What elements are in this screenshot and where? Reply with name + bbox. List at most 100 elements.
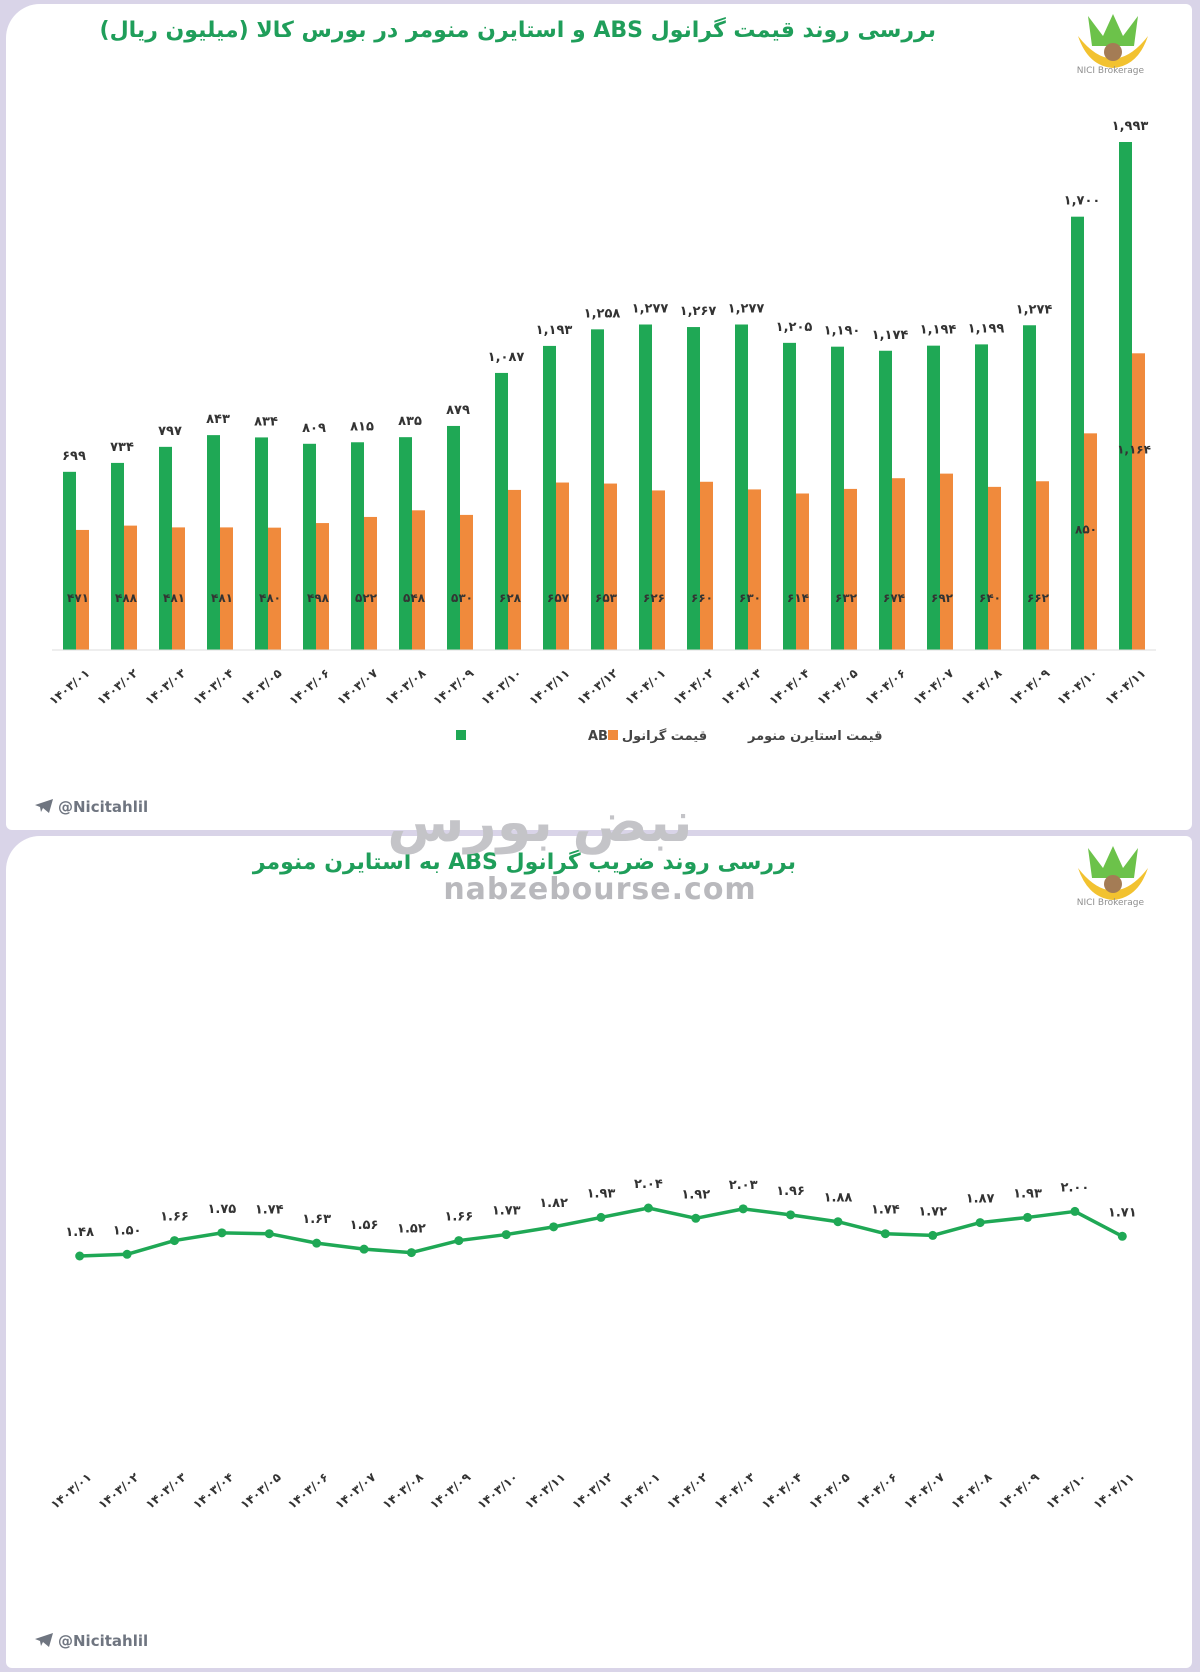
abs-value-label: ۱,۲۷۴ — [1016, 302, 1053, 317]
x-tick-label: ۱۴۰۴/۰۹ — [1006, 666, 1053, 708]
abs-bar — [63, 471, 76, 650]
x-tick-label: ۱۴۰۴/۰۵ — [814, 666, 860, 708]
styrene-value-label: ۴۸۱ — [211, 591, 233, 605]
x-tick-label: ۱۴۰۳/۰۶ — [285, 1470, 331, 1512]
abs-value-label: ۱,۱۷۴ — [872, 328, 909, 343]
legend-styrene-label: قیمت استایرن منومر — [747, 729, 882, 744]
styrene-value-label: ۴۹۸ — [307, 591, 330, 605]
abs-bar — [159, 446, 172, 650]
abs-value-label: ۸۳۵ — [398, 414, 422, 429]
logo-sub-text-bottom: NICI Brokerage — [1076, 898, 1144, 908]
styrene-bar — [1036, 481, 1049, 650]
x-tick-label: ۱۴۰۳/۰۵ — [238, 1470, 284, 1512]
abs-bar — [687, 327, 700, 650]
x-tick-label: ۱۴۰۴/۰۷ — [910, 666, 957, 708]
ratio-point — [1070, 1206, 1080, 1216]
x-tick-label: ۱۴۰۴/۰۲ — [670, 666, 717, 708]
styrene-value-label: ۵۲۲ — [355, 591, 378, 605]
ratio-value-label: ۱.۷۳ — [492, 1204, 521, 1219]
styrene-value-label: ۶۶۲ — [1027, 591, 1050, 605]
abs-bar — [1023, 325, 1036, 650]
styrene-value-label: ۶۴۰ — [979, 591, 1001, 605]
abs-bar — [639, 324, 652, 650]
ratio-value-label: ۱.۴۸ — [65, 1225, 94, 1240]
ratio-value-label: ۱.۹۲ — [681, 1187, 710, 1202]
brokerage-logo-bottom: NICI Brokerage — [958, 838, 1158, 918]
x-tick-label: ۱۴۰۴/۰۴ — [759, 1470, 805, 1512]
telegram-handle-top[interactable]: @Nicitahlil — [34, 798, 148, 816]
ratio-point — [312, 1238, 322, 1248]
ratio-point — [691, 1213, 701, 1223]
ratio-point — [454, 1236, 464, 1246]
abs-value-label: ۱,۰۸۷ — [488, 350, 525, 365]
abs-value-label: ۶۹۹ — [62, 449, 86, 464]
abs-value-label: ۸۰۹ — [302, 421, 326, 436]
abs-value-label: ۱,۹۹۳ — [1112, 119, 1149, 134]
x-tick-label: ۱۴۰۳/۰۵ — [238, 666, 284, 708]
styrene-value-label: ۶۶۰ — [691, 591, 713, 605]
x-tick-label: ۱۴۰۴/۱۰ — [1054, 666, 1100, 708]
abs-bar — [1071, 216, 1084, 650]
x-tick-label: ۱۴۰۳/۰۲ — [94, 666, 141, 708]
ratio-value-label: ۱.۷۵ — [207, 1202, 236, 1217]
x-tick-label: ۱۴۰۳/۰۴ — [190, 666, 236, 708]
styrene-value-label: ۵۳۰ — [451, 591, 473, 605]
ratio-point — [880, 1229, 890, 1239]
styrene-bar — [268, 527, 281, 650]
ratio-value-label: ۲.۰۴ — [634, 1177, 663, 1192]
styrene-bar — [892, 478, 905, 650]
abs-value-label: ۱,۱۹۹ — [968, 321, 1005, 336]
telegram-handle-bottom[interactable]: @Nicitahlil — [34, 1632, 148, 1650]
ratio-point — [1117, 1231, 1127, 1241]
ratio-value-label: ۱.۶۶ — [160, 1210, 189, 1225]
styrene-bar — [844, 488, 857, 650]
abs-bar — [111, 462, 124, 650]
abs-bar — [351, 442, 364, 650]
ratio-value-label: ۱.۷۱ — [1108, 1205, 1137, 1220]
styrene-value-label: ۴۸۰ — [259, 591, 281, 605]
price-bar-chart: ۶۹۹ ۴۷۱ ۱۴۰۳/۰۱ ۷۳۴ ۴۸۸ ۱۴۰۳/۰۲ ۷۹۷ ۴۸۱ ۱۴۰۳/۰۳ ۸… — [46, 119, 1156, 744]
ratio-value-label: ۱.۹۳ — [587, 1186, 616, 1201]
ratio-point — [501, 1230, 511, 1240]
x-tick-label: ۱۴۰۴/۱۰ — [1043, 1470, 1089, 1512]
x-tick-label: ۱۴۰۳/۰۹ — [430, 666, 477, 708]
styrene-value-label: ۶۲۸ — [499, 591, 522, 605]
abs-value-label: ۸۴۳ — [206, 412, 230, 427]
x-tick-label: ۱۴۰۴/۰۲ — [664, 1470, 711, 1512]
x-tick-label: ۱۴۰۴/۱۱ — [1102, 666, 1148, 708]
ratio-value-label: ۲.۰۰ — [1061, 1180, 1090, 1195]
legend-styrene-swatch — [608, 730, 618, 740]
abs-bar — [303, 443, 316, 650]
abs-bar — [447, 425, 460, 650]
ratio-point — [75, 1251, 85, 1261]
x-tick-label: ۱۴۰۳/۰۳ — [143, 1470, 190, 1512]
styrene-bar — [748, 489, 761, 650]
abs-value-label: ۱,۲۰۵ — [776, 320, 813, 335]
ratio-chart-title: بررسی روند ضریب گرانول ABS به استایرن من… — [252, 850, 796, 875]
styrene-value-label: ۱,۱۶۴ — [1117, 442, 1151, 456]
ratio-value-label: ۱.۵۶ — [350, 1218, 379, 1233]
ratio-chart-panel: بررسی روند ضریب گرانول ABS به استایرن من… — [6, 836, 1192, 1668]
styrene-bar — [700, 481, 713, 650]
x-tick-label: ۱۴۰۳/۰۷ — [334, 666, 381, 708]
styrene-value-label: ۶۲۶ — [643, 591, 665, 605]
styrene-bar — [460, 514, 473, 650]
logo-mark-icon-bottom — [1078, 846, 1148, 900]
abs-bar — [735, 324, 748, 650]
ratio-value-label: ۲.۰۳ — [729, 1178, 758, 1193]
styrene-bar — [172, 527, 185, 650]
abs-value-label: ۸۳۴ — [254, 414, 278, 429]
x-tick-label: ۱۴۰۳/۰۷ — [332, 1470, 379, 1512]
x-tick-label: ۱۴۰۳/۰۲ — [96, 1470, 143, 1512]
telegram-handle-text-bottom: @Nicitahlil — [58, 1632, 149, 1650]
ratio-point — [833, 1217, 843, 1227]
brand-watermark: نبض بورس — [360, 770, 780, 870]
abs-bar — [399, 437, 412, 650]
site-watermark: nabzebourse.com — [443, 872, 757, 907]
legend-abs-label: قیمت گرانول ABS — [588, 728, 707, 744]
abs-value-label: ۷۳۴ — [110, 440, 134, 455]
x-tick-label: ۱۴۰۴/۰۹ — [996, 1470, 1043, 1512]
ratio-value-label: ۱.۷۲ — [918, 1204, 947, 1219]
ratio-point — [169, 1236, 179, 1246]
x-tick-label: ۱۴۰۴/۰۱ — [617, 1470, 663, 1512]
